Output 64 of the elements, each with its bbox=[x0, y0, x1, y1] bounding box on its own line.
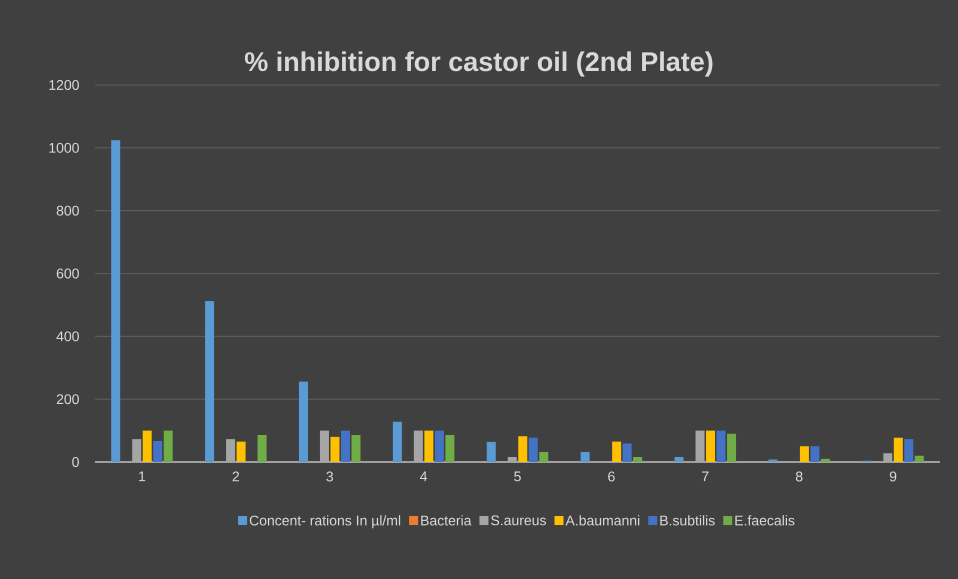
legend-label: Bacteria bbox=[421, 515, 472, 526]
y-tick-label: 800 bbox=[56, 206, 79, 216]
x-tick-label: 8 bbox=[796, 472, 802, 482]
x-tick-label: 9 bbox=[890, 472, 896, 482]
bar bbox=[539, 452, 548, 462]
bar bbox=[340, 430, 350, 462]
bar bbox=[580, 452, 590, 462]
bar bbox=[528, 438, 538, 462]
y-tick-label: 400 bbox=[56, 331, 79, 342]
chart-title: % inhibition for castor oil (2nd Plate) bbox=[244, 51, 712, 77]
bar bbox=[153, 440, 162, 462]
bar bbox=[164, 430, 173, 462]
bar bbox=[351, 434, 360, 462]
bar bbox=[236, 442, 246, 462]
bar bbox=[696, 430, 705, 462]
legend-label: B.subtilis bbox=[660, 515, 715, 526]
bar bbox=[424, 430, 434, 462]
bar bbox=[768, 459, 778, 462]
bar bbox=[142, 430, 152, 462]
bar bbox=[414, 430, 423, 462]
bar bbox=[904, 439, 914, 462]
bar bbox=[205, 301, 214, 462]
bar bbox=[883, 453, 892, 462]
bar bbox=[434, 430, 444, 462]
bar bbox=[800, 446, 809, 462]
bar bbox=[486, 442, 496, 462]
bar bbox=[633, 456, 642, 462]
bar bbox=[226, 439, 236, 462]
y-tick-label: 600 bbox=[56, 268, 79, 278]
legend-label: E.faecalis bbox=[735, 515, 794, 526]
y-tick-label: 0 bbox=[72, 457, 79, 467]
legend-label: A.baumanni bbox=[566, 515, 640, 526]
bar bbox=[508, 456, 517, 462]
x-tick-label: 4 bbox=[420, 472, 428, 482]
x-tick-label: 1 bbox=[139, 472, 146, 482]
x-tick-label: 3 bbox=[326, 472, 333, 482]
bar bbox=[111, 140, 120, 462]
x-tick-label: 2 bbox=[232, 472, 240, 482]
bar bbox=[894, 438, 903, 462]
bar bbox=[132, 439, 142, 462]
bar bbox=[258, 434, 267, 462]
bar bbox=[674, 456, 684, 462]
bar bbox=[518, 436, 528, 462]
bar bbox=[392, 422, 402, 462]
bar bbox=[320, 430, 329, 462]
legend-label: Concent- rations In µl/ml bbox=[250, 515, 400, 528]
y-tick-label: 1000 bbox=[49, 142, 79, 153]
x-tick-label: 6 bbox=[608, 472, 615, 482]
bar bbox=[445, 434, 454, 462]
bar bbox=[612, 442, 622, 462]
bar bbox=[298, 382, 308, 462]
y-tick-label: 200 bbox=[56, 394, 79, 404]
bar bbox=[716, 430, 726, 462]
x-tick-label: 7 bbox=[702, 472, 708, 482]
bar bbox=[706, 430, 716, 462]
bar bbox=[330, 436, 340, 462]
legend-label: S.aureus bbox=[491, 515, 546, 526]
bar bbox=[820, 458, 830, 462]
bar bbox=[810, 446, 820, 462]
y-tick-label: 1200 bbox=[49, 80, 79, 90]
bar bbox=[914, 456, 924, 462]
bar bbox=[727, 434, 736, 462]
x-tick-label: 5 bbox=[514, 472, 521, 482]
bar bbox=[622, 443, 632, 462]
